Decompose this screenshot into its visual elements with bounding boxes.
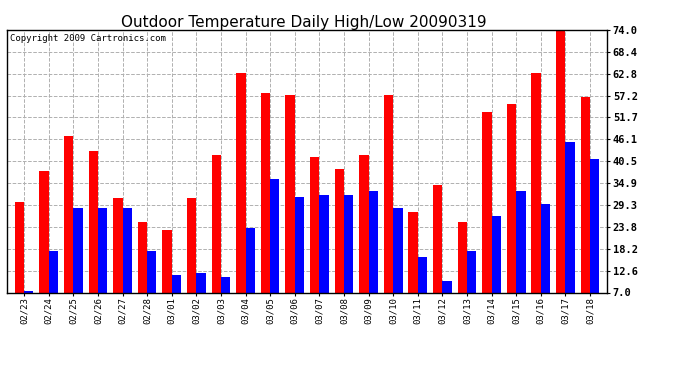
- Bar: [98, 208, 107, 320]
- Bar: [73, 208, 83, 320]
- Bar: [565, 142, 575, 320]
- Bar: [541, 204, 550, 320]
- Bar: [335, 169, 344, 320]
- Bar: [344, 195, 353, 320]
- Bar: [516, 190, 526, 320]
- Text: Outdoor Temperature Daily High/Low 20090319: Outdoor Temperature Daily High/Low 20090…: [121, 15, 486, 30]
- Bar: [162, 230, 172, 320]
- Bar: [138, 222, 147, 320]
- Bar: [64, 136, 73, 320]
- Bar: [467, 251, 476, 320]
- Bar: [49, 251, 58, 320]
- Bar: [295, 196, 304, 320]
- Bar: [590, 159, 600, 320]
- Bar: [393, 208, 402, 320]
- Bar: [482, 112, 491, 320]
- Bar: [286, 94, 295, 320]
- Bar: [310, 158, 319, 320]
- Bar: [270, 179, 279, 320]
- Bar: [261, 93, 270, 320]
- Bar: [236, 73, 246, 320]
- Bar: [172, 275, 181, 320]
- Bar: [507, 105, 516, 320]
- Bar: [24, 291, 34, 320]
- Bar: [433, 185, 442, 320]
- Bar: [556, 26, 565, 320]
- Bar: [408, 212, 417, 320]
- Bar: [212, 155, 221, 320]
- Bar: [491, 216, 501, 320]
- Bar: [88, 152, 98, 320]
- Bar: [531, 73, 541, 320]
- Bar: [384, 94, 393, 320]
- Bar: [187, 198, 197, 320]
- Text: Copyright 2009 Cartronics.com: Copyright 2009 Cartronics.com: [10, 34, 166, 43]
- Bar: [457, 222, 467, 320]
- Bar: [147, 251, 157, 320]
- Bar: [417, 257, 427, 320]
- Bar: [39, 171, 49, 320]
- Bar: [319, 195, 328, 320]
- Bar: [442, 281, 452, 320]
- Bar: [113, 198, 123, 320]
- Bar: [368, 190, 378, 320]
- Bar: [14, 202, 24, 320]
- Bar: [246, 228, 255, 320]
- Bar: [123, 208, 132, 320]
- Bar: [221, 277, 230, 320]
- Bar: [359, 155, 368, 320]
- Bar: [197, 273, 206, 320]
- Bar: [580, 97, 590, 320]
